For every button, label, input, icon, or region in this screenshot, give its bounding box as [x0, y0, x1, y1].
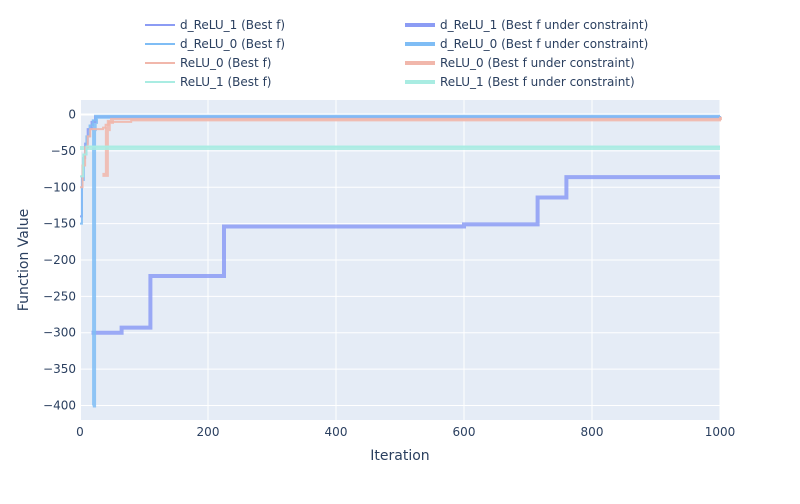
y-tick-label: −400 [43, 398, 76, 412]
legend-label: ReLU_0 (Best f under constraint) [440, 56, 635, 70]
legend-label: d_ReLU_1 (Best f) [180, 18, 285, 32]
x-tick-label: 200 [197, 425, 220, 439]
legend-item[interactable]: d_ReLU_1 (Best f under constraint) [405, 18, 648, 32]
legend-label: d_ReLU_0 (Best f under constraint) [440, 37, 648, 51]
y-tick-label: −300 [43, 326, 76, 340]
series-line-2 [80, 116, 721, 189]
legend[interactable]: d_ReLU_1 (Best f) d_ReLU_0 (Best f) ReLU_0… [145, 18, 648, 89]
y-axis-label: Function Value [16, 209, 32, 311]
legend-item[interactable]: ReLU_1 (Best f under constraint) [405, 75, 635, 89]
y-tick-label: −150 [43, 217, 76, 231]
y-tick-label: −250 [43, 289, 76, 303]
series-layer [80, 114, 722, 408]
tick-layer: 0 200 400 600 800 1000 0 −50 −100 −150 −200 −250 −30… [43, 108, 735, 439]
x-axis-label: Iteration [370, 448, 429, 464]
legend-label: ReLU_0 (Best f) [180, 56, 271, 70]
y-tick-label: −100 [43, 180, 76, 194]
x-tick-label: 600 [453, 425, 476, 439]
series-line-3 [80, 145, 720, 178]
legend-item[interactable]: d_ReLU_0 (Best f) [145, 37, 285, 51]
legend-label: d_ReLU_1 (Best f under constraint) [440, 18, 648, 32]
x-tick-label: 400 [325, 425, 348, 439]
legend-item[interactable]: ReLU_0 (Best f) [145, 56, 271, 70]
legend-label: ReLU_1 (Best f) [180, 75, 271, 89]
grid-layer [79, 100, 721, 420]
y-tick-label: −200 [43, 253, 76, 267]
legend-item[interactable]: d_ReLU_0 (Best f under constraint) [405, 37, 648, 51]
x-tick-label: 0 [76, 425, 84, 439]
legend-item[interactable]: ReLU_1 (Best f) [145, 75, 271, 89]
legend-label: d_ReLU_0 (Best f) [180, 37, 285, 51]
y-tick-label: −50 [51, 144, 76, 158]
legend-item[interactable]: d_ReLU_1 (Best f) [145, 18, 285, 32]
legend-label: ReLU_1 (Best f under constraint) [440, 75, 635, 89]
y-tick-label: 0 [68, 108, 76, 122]
x-tick-label: 1000 [705, 425, 736, 439]
series-line-4 [91, 175, 720, 335]
legend-item[interactable]: ReLU_0 (Best f under constraint) [405, 56, 635, 70]
y-tick-label: −350 [43, 362, 76, 376]
x-tick-label: 800 [581, 425, 604, 439]
